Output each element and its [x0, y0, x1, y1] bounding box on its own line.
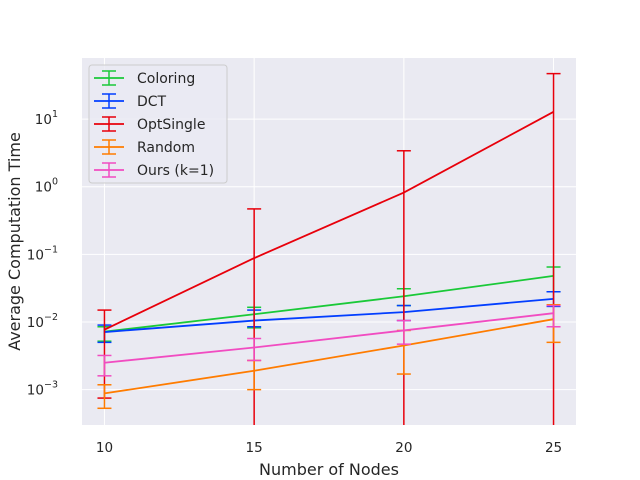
x-tick-label: 10 [96, 440, 113, 456]
series-line [104, 312, 554, 364]
y-tick-label: 101 [35, 109, 58, 128]
series-line [104, 111, 554, 331]
y-tick-labels: 10−3 10−2 10−1 100 101 [27, 109, 58, 399]
x-tick-labels: 10 15 20 25 [96, 440, 562, 456]
y-axis-label: Average Computation Time [5, 132, 24, 351]
series-line [104, 297, 554, 333]
x-axis-label: Number of Nodes [259, 460, 399, 479]
y-tick-label: 10−1 [27, 244, 58, 263]
x-tick-label: 25 [545, 440, 562, 456]
legend-item: DCT [94, 93, 167, 110]
legend-label: Coloring [137, 71, 195, 87]
legend-label: Random [137, 140, 195, 156]
x-tick-label: 20 [395, 440, 412, 456]
legend-label: OptSingle [137, 117, 205, 133]
y-tick-label: 10−2 [27, 312, 58, 331]
legend-item: OptSingle [94, 116, 205, 133]
y-tick-label: 10−3 [27, 380, 58, 399]
series-line [104, 318, 554, 395]
legend-item: Ours (k=1) [94, 162, 214, 179]
series-ours-k-1 [97, 304, 561, 377]
legend-box [88, 64, 228, 184]
legend-label: DCT [137, 94, 167, 110]
legend-label: Ours (k=1) [137, 163, 214, 179]
series-layer [97, 72, 561, 425]
series-line [104, 275, 554, 333]
legend: Coloring DCT OptSingle Random Ours (k=1) [88, 64, 228, 184]
x-tick-label: 15 [246, 440, 263, 456]
legend-item: Coloring [94, 70, 195, 87]
legend-item: Random [94, 139, 195, 156]
y-tick-label: 100 [35, 177, 58, 196]
